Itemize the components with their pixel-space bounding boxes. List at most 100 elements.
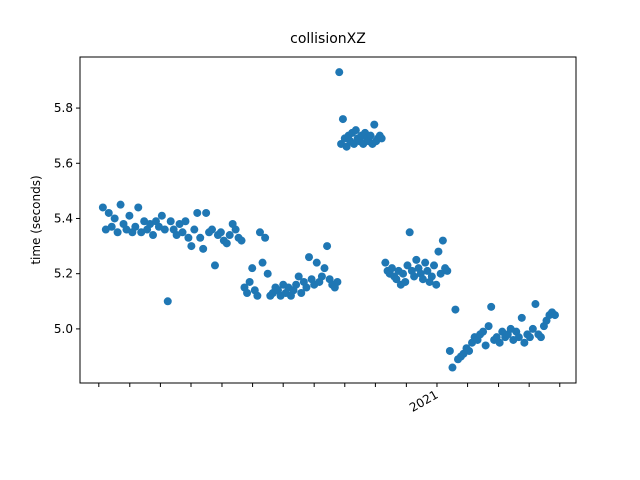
point — [434, 247, 443, 256]
point — [392, 275, 401, 284]
point — [113, 228, 122, 237]
point — [427, 272, 436, 281]
point — [405, 228, 414, 237]
point — [410, 272, 419, 281]
point — [210, 261, 219, 270]
point — [479, 327, 488, 336]
chart-title: collisionXZ — [290, 31, 366, 47]
point — [292, 280, 301, 289]
point — [550, 311, 559, 320]
point — [370, 120, 379, 129]
point — [423, 266, 432, 275]
y-tick-label: 5.2 — [54, 267, 73, 281]
point — [517, 313, 526, 322]
point — [302, 283, 311, 292]
point — [401, 277, 410, 286]
point — [495, 338, 504, 347]
point — [381, 258, 390, 267]
y-tick-label: 5.8 — [54, 101, 73, 115]
y-tick-label: 5.4 — [54, 211, 73, 225]
point — [193, 208, 202, 217]
point — [160, 225, 169, 234]
point — [134, 203, 143, 212]
point — [387, 264, 396, 273]
point — [184, 233, 193, 242]
point — [202, 208, 211, 217]
point — [258, 258, 267, 267]
point — [443, 266, 452, 275]
point — [366, 131, 375, 140]
point — [104, 208, 113, 217]
point — [245, 277, 254, 286]
point — [199, 244, 208, 253]
point — [514, 333, 523, 342]
point — [481, 341, 490, 350]
point — [131, 222, 140, 231]
point — [351, 126, 360, 135]
point — [484, 322, 493, 331]
point — [178, 228, 187, 237]
point — [181, 217, 190, 226]
point — [196, 233, 205, 242]
point — [149, 231, 158, 240]
point — [338, 115, 347, 124]
point — [333, 277, 342, 286]
y-tick-label: 5.6 — [54, 156, 73, 170]
point — [418, 275, 427, 284]
point — [107, 222, 116, 231]
point — [190, 225, 199, 234]
point — [231, 225, 240, 234]
point — [421, 258, 430, 267]
point — [403, 261, 412, 270]
point — [323, 242, 332, 251]
point — [208, 225, 217, 234]
point — [237, 236, 246, 245]
point — [430, 261, 439, 270]
point — [335, 68, 344, 77]
point — [399, 269, 408, 278]
point — [187, 242, 196, 251]
point — [297, 289, 306, 298]
point — [320, 264, 329, 273]
point — [294, 272, 303, 281]
point — [536, 333, 545, 342]
point — [451, 305, 460, 314]
point — [243, 289, 252, 298]
point — [263, 269, 272, 278]
point — [163, 297, 172, 306]
point — [487, 302, 496, 311]
point — [412, 255, 421, 264]
point — [305, 253, 314, 262]
y-axis-label: time (seconds) — [29, 175, 43, 264]
point — [157, 211, 166, 220]
point — [438, 236, 447, 245]
point — [525, 333, 534, 342]
point — [465, 346, 474, 355]
point — [225, 231, 234, 240]
point — [432, 280, 441, 289]
point — [255, 228, 264, 237]
point — [531, 300, 540, 309]
y-tick-label: 5.0 — [54, 322, 73, 336]
point — [166, 217, 175, 226]
point — [261, 233, 270, 242]
point — [445, 346, 454, 355]
point — [248, 264, 257, 273]
point — [253, 291, 262, 300]
point — [520, 338, 529, 347]
point — [216, 228, 225, 237]
point — [110, 214, 119, 223]
plot-frame — [79, 56, 577, 384]
point — [448, 363, 457, 372]
point — [436, 269, 445, 278]
point — [98, 203, 107, 212]
point — [317, 272, 326, 281]
point — [222, 239, 231, 248]
point — [377, 134, 386, 143]
point — [125, 211, 134, 220]
point — [116, 200, 125, 209]
point — [528, 324, 537, 333]
point — [312, 258, 321, 267]
